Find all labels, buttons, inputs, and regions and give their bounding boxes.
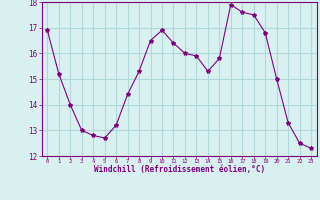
X-axis label: Windchill (Refroidissement éolien,°C): Windchill (Refroidissement éolien,°C): [94, 165, 265, 174]
